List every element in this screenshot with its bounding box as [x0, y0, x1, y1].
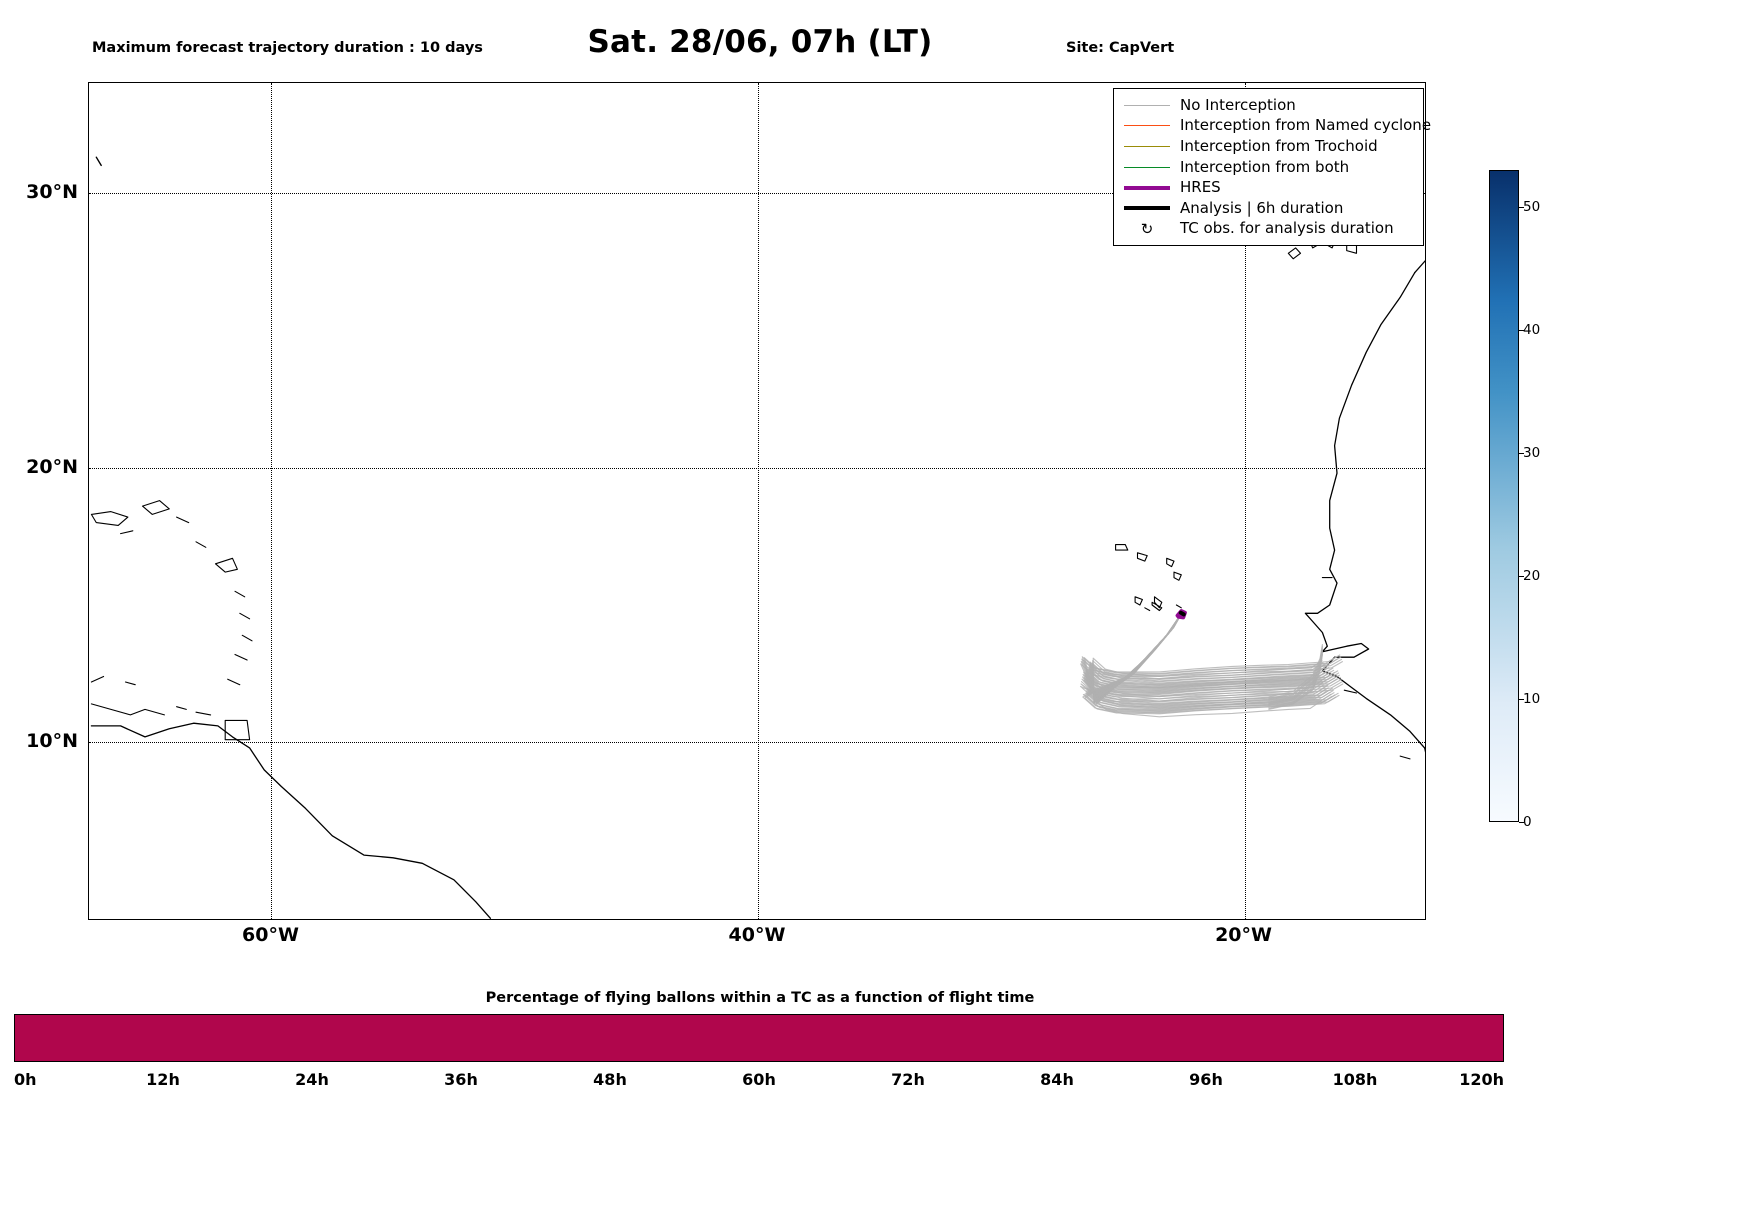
legend-swatch-line: [1124, 145, 1170, 147]
map-legend: No Interception Interception from Named c…: [1113, 88, 1431, 247]
site-text: Site: CapVert: [1066, 39, 1175, 56]
colorbar-tick-label-0: 0: [1523, 814, 1532, 830]
gridline-horizontal: [89, 742, 1425, 744]
percentage-bar-tick-9: 108h: [1332, 1070, 1378, 1089]
percentage-bar-tick-1: 12h: [146, 1070, 180, 1089]
percentage-bar-caption: Percentage of flying ballons within a TC…: [485, 990, 1035, 1006]
legend-item-6: ↻ TC obs. for analysis duration: [1122, 219, 1415, 240]
colorbar-tick-mark-2: [1519, 575, 1524, 577]
legend-label: HRES: [1180, 178, 1221, 197]
colorbar-tick-mark-1: [1519, 698, 1524, 700]
colorbar-tick-label-1: 10: [1523, 690, 1541, 707]
gridline-vertical: [1244, 83, 1246, 919]
trajectory-ensemble: [1079, 609, 1344, 718]
y-tick-label-1: 20°N: [26, 455, 78, 478]
y-tick-label-0: 10°N: [26, 730, 78, 753]
legend-swatch-line: [1124, 104, 1170, 106]
colorbar-tick-label-2: 20: [1523, 567, 1541, 584]
y-tick-label-2: 30°N: [26, 180, 78, 203]
gridline-horizontal: [89, 192, 1425, 194]
colorbar-tick-label-4: 40: [1523, 321, 1541, 338]
gridline-vertical: [271, 83, 273, 919]
legend-swatch-line: [1124, 166, 1170, 168]
percentage-bar-tick-6: 72h: [891, 1070, 925, 1089]
percentage-bar-tick-8: 96h: [1189, 1070, 1223, 1089]
gridline-horizontal: [89, 467, 1425, 469]
legend-swatch-line: [1124, 185, 1170, 190]
x-tick-label-2: 20°W: [1215, 924, 1272, 946]
colorbar-tick-mark-5: [1519, 206, 1524, 208]
percentage-bar-tick-10: 120h: [1459, 1070, 1504, 1089]
legend-item-0: No Interception: [1122, 95, 1415, 116]
legend-swatch-line: [1124, 206, 1170, 211]
gridline-vertical: [758, 83, 759, 919]
colorbar-tick-label-5: 50: [1523, 198, 1541, 215]
legend-label: Interception from Named cyclone: [1180, 116, 1432, 135]
page-title: Sat. 28/06, 07h (LT): [587, 24, 933, 60]
colorbar-title: Named cyclones forecast - Number of EPS …: [1574, 170, 1748, 822]
colorbar: [1489, 170, 1519, 822]
legend-item-2: Interception from Trochoid: [1122, 136, 1415, 157]
percentage-bar-tick-7: 84h: [1040, 1070, 1074, 1089]
colorbar-tick-mark-3: [1519, 452, 1524, 454]
colorbar-tick-mark-4: [1519, 329, 1524, 331]
percentage-bar-axis: [14, 1014, 1504, 1062]
percentage-bar-tick-5: 60h: [742, 1070, 776, 1089]
colorbar-tick-mark-0: [1519, 822, 1524, 823]
legend-label: TC obs. for analysis duration: [1180, 219, 1394, 238]
x-tick-label-0: 60°W: [242, 924, 299, 946]
percentage-bar-tick-0: 0h: [14, 1070, 37, 1089]
legend-label: Analysis | 6h duration: [1180, 198, 1344, 217]
map-gridlines: [89, 83, 1425, 919]
percentage-bar-tick-4: 48h: [593, 1070, 627, 1089]
legend-swatch-line: [1124, 125, 1170, 127]
legend-label: Interception from Trochoid: [1180, 136, 1378, 155]
legend-item-3: Interception from both: [1122, 157, 1415, 178]
max-trajectory-duration-text: Maximum forecast trajectory duration : 1…: [92, 39, 483, 56]
cyclone-icon: ↻: [1140, 219, 1154, 238]
legend-label: No Interception: [1180, 95, 1296, 114]
x-tick-label-1: 40°W: [728, 924, 786, 946]
percentage-bar-fill: [15, 1015, 1503, 1061]
colorbar-tick-label-3: 30: [1523, 444, 1541, 461]
percentage-bar-tick-2: 24h: [295, 1070, 329, 1089]
legend-item-5: Analysis | 6h duration: [1122, 198, 1415, 219]
legend-item-4: HRES: [1122, 177, 1415, 198]
percentage-bar-tick-3: 36h: [444, 1070, 478, 1089]
legend-label: Interception from both: [1180, 157, 1350, 176]
legend-item-1: Interception from Named cyclone: [1122, 116, 1431, 137]
